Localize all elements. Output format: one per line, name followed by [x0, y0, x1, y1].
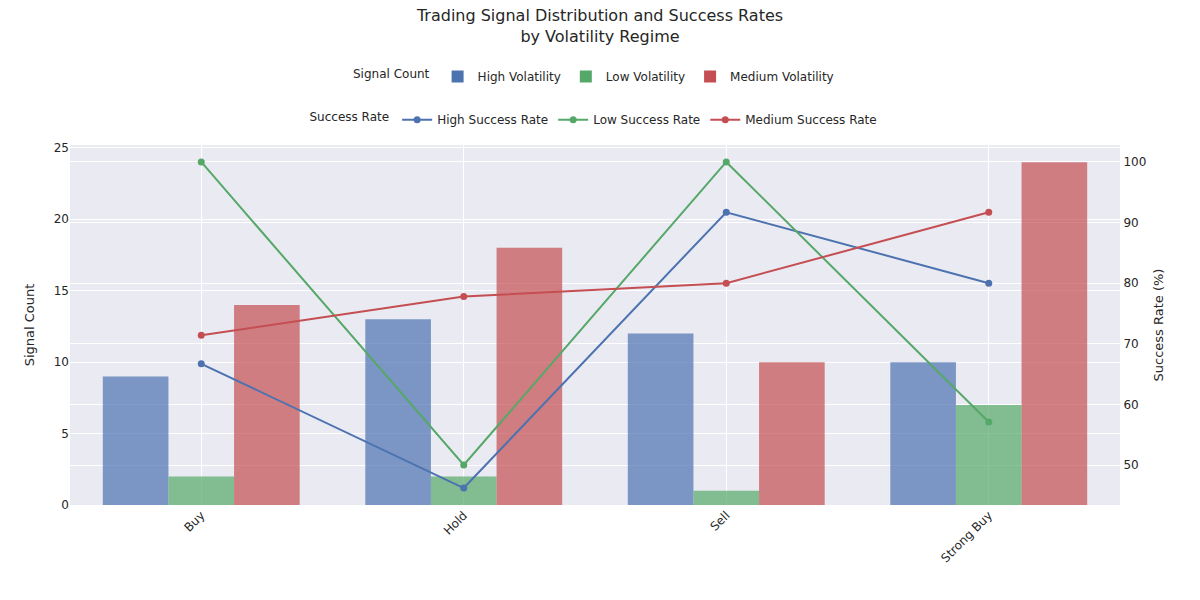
- svg-text:Medium Success Rate: Medium Success Rate: [745, 113, 876, 127]
- svg-text:50: 50: [1123, 458, 1138, 472]
- svg-text:High Volatility: High Volatility: [478, 70, 561, 84]
- svg-text:Sell: Sell: [707, 508, 732, 533]
- svg-text:High Success Rate: High Success Rate: [437, 113, 548, 127]
- svg-text:25: 25: [54, 141, 69, 155]
- svg-text:Strong Buy: Strong Buy: [938, 508, 995, 565]
- svg-text:5: 5: [61, 427, 69, 441]
- svg-text:Success Rate: Success Rate: [310, 110, 390, 124]
- svg-text:100: 100: [1123, 155, 1146, 169]
- svg-text:15: 15: [54, 284, 69, 298]
- svg-text:Signal Count: Signal Count: [22, 284, 37, 367]
- svg-text:Buy: Buy: [181, 508, 207, 534]
- svg-text:Trading Signal Distribution an: Trading Signal Distribution and Success …: [416, 6, 783, 46]
- svg-text:Signal Count: Signal Count: [353, 67, 430, 81]
- svg-text:10: 10: [54, 355, 69, 369]
- svg-text:Success Rate (%): Success Rate (%): [1151, 269, 1166, 382]
- svg-text:20: 20: [54, 212, 69, 226]
- svg-text:Hold: Hold: [441, 508, 470, 537]
- svg-text:0: 0: [61, 498, 69, 512]
- svg-text:70: 70: [1123, 337, 1138, 351]
- svg-text:60: 60: [1123, 398, 1138, 412]
- svg-text:Low Success Rate: Low Success Rate: [593, 113, 700, 127]
- svg-text:Low Volatility: Low Volatility: [606, 70, 685, 84]
- svg-text:80: 80: [1123, 276, 1138, 290]
- svg-text:Medium Volatility: Medium Volatility: [730, 70, 834, 84]
- svg-text:90: 90: [1123, 216, 1138, 230]
